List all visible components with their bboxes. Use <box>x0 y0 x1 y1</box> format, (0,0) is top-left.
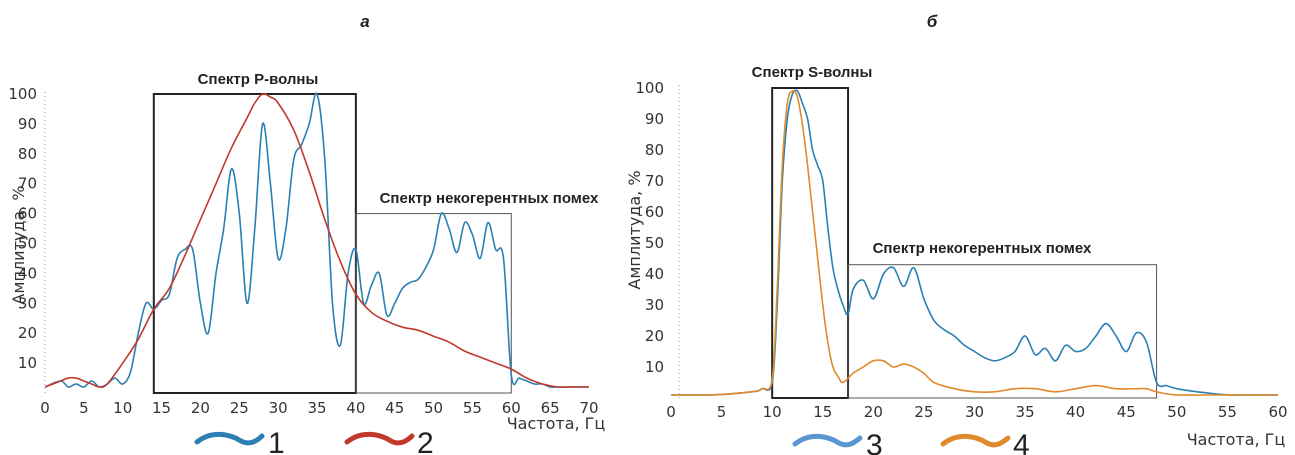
y-tick-label: 70 <box>645 172 664 190</box>
x-tick-label: 60 <box>502 399 521 417</box>
y-tick-label: 100 <box>8 85 37 103</box>
x-tick-label: 45 <box>385 399 404 417</box>
ylabel-b: Амплитуда, % <box>625 170 644 289</box>
y-tick-label: 10 <box>18 354 37 372</box>
series-1-line <box>44 92 589 389</box>
x-tick-label: 55 <box>463 399 482 417</box>
x-tick-label: 40 <box>346 399 365 417</box>
box-label-noise-b: Спектр некогерентных помех <box>873 240 1092 257</box>
x-tick-label: 50 <box>424 399 443 417</box>
y-tick-label: 50 <box>645 234 664 252</box>
x-tick-label: 10 <box>113 399 132 417</box>
x-tick-label: 35 <box>1016 403 1035 421</box>
y-tick-label: 70 <box>18 175 37 193</box>
y-tick-label: 20 <box>18 324 37 342</box>
series-4-line <box>670 90 1278 396</box>
x-tick-label: 0 <box>666 403 676 421</box>
legend-label-4: 4 <box>1013 429 1030 455</box>
x-tick-label: 55 <box>1218 403 1237 421</box>
y-tick-label: 10 <box>645 358 664 376</box>
legend-swatch-3 <box>792 433 863 448</box>
x-tick-label: 15 <box>152 399 171 417</box>
y-tick-label: 90 <box>18 115 37 133</box>
y-tick-label: 30 <box>645 296 664 314</box>
legend-label-3: 3 <box>866 429 883 455</box>
legend-label-1: 1 <box>268 427 285 455</box>
xlabel-b: Частота, Гц <box>1187 430 1286 449</box>
series-2-line <box>44 92 589 389</box>
signal-box-a <box>152 93 357 394</box>
x-tick-label: 5 <box>717 403 727 421</box>
xlabel-a: Частота, Гц <box>507 414 606 433</box>
box-label-p-wave: Спектр P-волны <box>198 71 319 88</box>
y-tick-label: 20 <box>645 327 664 345</box>
legend-swatch-4 <box>940 433 1011 448</box>
y-tick-label: 60 <box>645 203 664 221</box>
ylabel-a: Амплитуда, % <box>9 185 28 304</box>
legend-swatch-1 <box>194 431 265 446</box>
x-tick-label: 15 <box>813 403 832 421</box>
chart-a: 10 20 30 40 50 60 70 80 90 100 0 5 10 15 20 25 30 35 40 45 5… <box>8 85 598 417</box>
series-3-line <box>670 89 1278 396</box>
y-tick-label: 100 <box>635 79 664 97</box>
noise-box-a <box>355 213 512 394</box>
legend-swatch-2 <box>344 431 415 446</box>
x-tick-label: 60 <box>1268 403 1287 421</box>
x-tick-label: 25 <box>230 399 249 417</box>
panel-label-b: б <box>927 12 938 31</box>
x-tick-label: 50 <box>1167 403 1186 421</box>
x-tick-label: 45 <box>1117 403 1136 421</box>
y-tick-label: 80 <box>18 145 37 163</box>
x-tick-label: 30 <box>269 399 288 417</box>
panel-label-a: а <box>360 12 369 31</box>
signal-box-b <box>771 87 850 399</box>
y-tick-label: 80 <box>645 141 664 159</box>
x-tick-label: 20 <box>191 399 210 417</box>
y-tick-label: 40 <box>645 265 664 283</box>
x-tick-label: 70 <box>579 399 598 417</box>
y-tick-label: 60 <box>18 205 37 223</box>
y-tick-label: 40 <box>18 264 37 282</box>
x-tick-label: 25 <box>914 403 933 421</box>
x-tick-label: 5 <box>79 399 89 417</box>
x-tick-label: 0 <box>40 399 50 417</box>
x-tick-label: 65 <box>541 399 560 417</box>
box-label-s-wave: Спектр S-волны <box>752 64 873 81</box>
chart-b: 10 20 30 40 50 60 70 80 90 100 0 5 10 15 20 25 30 35 40 45 5… <box>635 79 1287 421</box>
y-tick-label: 50 <box>18 235 37 253</box>
y-tick-label: 90 <box>645 110 664 128</box>
x-tick-label: 10 <box>763 403 782 421</box>
x-tick-label: 30 <box>965 403 984 421</box>
x-tick-label: 20 <box>864 403 883 421</box>
x-tick-label: 40 <box>1066 403 1085 421</box>
legend-label-2: 2 <box>417 427 434 455</box>
y-tick-label: 30 <box>18 294 37 312</box>
noise-box-b <box>847 264 1158 399</box>
box-label-noise-a: Спектр некогерентных помех <box>380 190 599 207</box>
x-tick-label: 35 <box>307 399 326 417</box>
